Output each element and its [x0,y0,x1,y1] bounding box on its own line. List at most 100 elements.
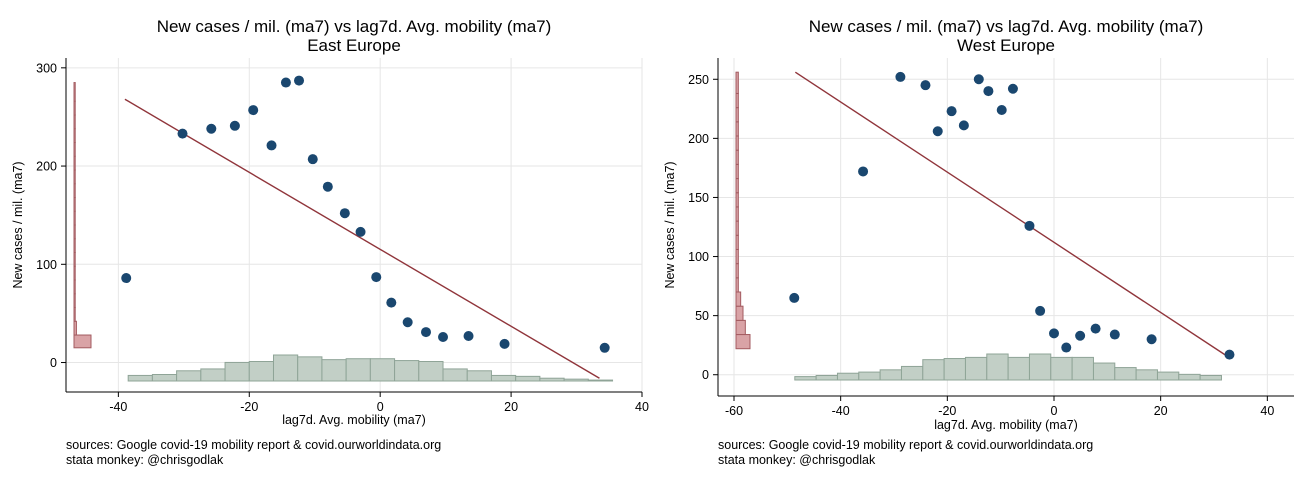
data-point [895,71,906,82]
x-histogram-bar [587,379,614,382]
source-note-right: sources: Google covid-19 mobility report… [718,438,1093,452]
x-tick-label: -40 [832,404,850,418]
x-tick-label: 40 [1260,404,1274,418]
x-histogram-bar [127,374,153,382]
data-point [789,292,800,303]
x-axis-label-right: lag7d. Avg. mobility (ma7) [934,418,1078,432]
x-histogram-bar [1156,371,1180,381]
x-histogram-bar [176,370,202,382]
y-histogram-bar [735,319,746,336]
data-point [920,80,931,91]
data-point [463,331,474,342]
x-histogram-bar [466,370,492,382]
x-histogram-bar [922,359,945,381]
x-histogram-bar [442,368,468,382]
y-histogram-bar [735,334,751,350]
x-axis-label-left: lag7d. Avg. mobility (ma7) [282,413,426,427]
x-histogram-bar [1114,367,1137,381]
data-point [499,338,510,349]
y-tick-label: 150 [688,191,709,205]
data-point [983,86,994,97]
x-histogram-bar [1135,369,1158,381]
y-histogram-bar [735,178,739,194]
data-point [121,273,132,284]
x-histogram-bar [879,369,902,381]
x-histogram-bar [321,359,347,382]
y-histogram-bar [73,114,76,130]
data-point [1109,329,1120,340]
chart-subtitle-right: West Europe [957,36,1055,55]
x-tick-label: -20 [240,400,258,414]
data-point [177,128,188,139]
data-point [229,120,240,131]
y-histogram-bar [735,192,739,208]
y-histogram-bar [73,307,76,322]
x-tick-label: 20 [1154,404,1168,418]
y-histogram-bar [735,163,739,180]
y-histogram-bar [73,82,76,102]
data-point [438,331,449,342]
credit-note-left: stata monkey: @chrisgodlak [66,453,224,467]
x-histogram-bar [943,358,966,381]
y-histogram-bar [73,183,76,198]
x-histogram-bar [986,353,1009,381]
y-histogram-bar [73,320,77,336]
y-tick-label: 200 [688,132,709,146]
data-point [1035,305,1046,316]
y-histogram-bar [735,107,739,123]
x-histogram-bar [200,368,226,382]
y-histogram-bar [73,293,76,309]
x-histogram-bar [297,356,323,382]
data-point [932,126,943,137]
data-point [858,166,869,177]
y-histogram-bar [73,252,76,267]
data-point [355,226,366,237]
x-tick-label: -60 [725,404,743,418]
x-histogram-bar [1028,353,1052,381]
x-histogram-bar [539,377,565,382]
data-point [322,181,333,192]
data-point [386,297,397,308]
y-histogram-bar [735,277,739,293]
x-histogram-bar [858,371,881,381]
x-histogram-bar [224,361,250,382]
x-histogram-bar [394,360,420,382]
source-note-left: sources: Google covid-19 mobility report… [66,438,441,452]
x-histogram-bar [151,374,178,382]
data-point [1024,220,1035,231]
y-axis-label-left: New cases / mil. (ma7) [11,161,25,288]
x-histogram-bar [964,356,988,381]
y-histogram-bar [73,238,76,254]
y-histogram-bar [735,121,739,137]
x-histogram-bar [836,372,860,381]
x-histogram-bar [345,358,371,382]
data-point [1049,328,1059,339]
y-histogram-bar [735,234,739,250]
data-point [1090,323,1101,334]
y-histogram-bar [73,224,76,240]
x-histogram-bar [794,376,817,381]
x-tick-label: 0 [1051,404,1058,418]
fit-line [794,71,1229,358]
data-point [1146,334,1157,345]
x-histogram-bar [515,375,541,382]
data-point [421,327,431,338]
y-histogram-bar [73,279,76,295]
y-histogram-bar [73,155,76,171]
y-histogram-bar [735,248,739,265]
data-point [248,105,259,116]
y-histogram-bar [73,141,76,157]
data-point [973,74,984,85]
x-histogram-bar [563,378,589,382]
y-tick-label: 100 [688,250,709,264]
data-point [1075,330,1086,341]
x-histogram-bar [490,374,517,382]
x-histogram-bar [369,358,396,382]
x-tick-label: 20 [504,400,518,414]
credit-note-right: stata monkey: @chrisgodlak [718,453,876,467]
data-point [1007,83,1018,94]
chart-title-right: New cases / mil. (ma7) vs lag7d. Avg. mo… [809,17,1204,36]
data-point [1061,342,1072,353]
x-histogram-bar [1050,356,1073,381]
